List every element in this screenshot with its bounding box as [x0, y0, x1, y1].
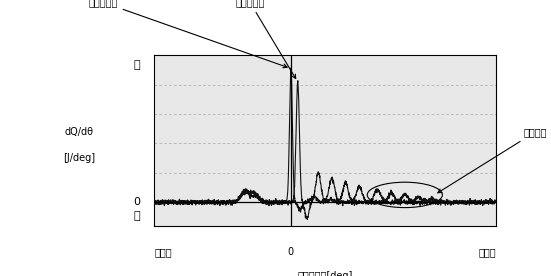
- Text: [J/deg]: [J/deg]: [63, 153, 95, 163]
- Text: 進角側: 進角側: [154, 247, 172, 257]
- Text: 0: 0: [288, 247, 294, 257]
- Text: dQ/dθ: dQ/dθ: [64, 127, 94, 137]
- Text: 燃焼後半: 燃焼後半: [438, 127, 547, 193]
- Text: 正常センサ: 正常センサ: [88, 0, 287, 68]
- Text: クランク角[deg]: クランク角[deg]: [298, 271, 353, 276]
- Text: 遠角側: 遠角側: [478, 247, 496, 257]
- Text: 正: 正: [134, 60, 141, 70]
- Text: 異常センサ: 異常センサ: [235, 0, 296, 78]
- Text: 0: 0: [133, 197, 141, 207]
- Text: 負: 負: [134, 211, 141, 221]
